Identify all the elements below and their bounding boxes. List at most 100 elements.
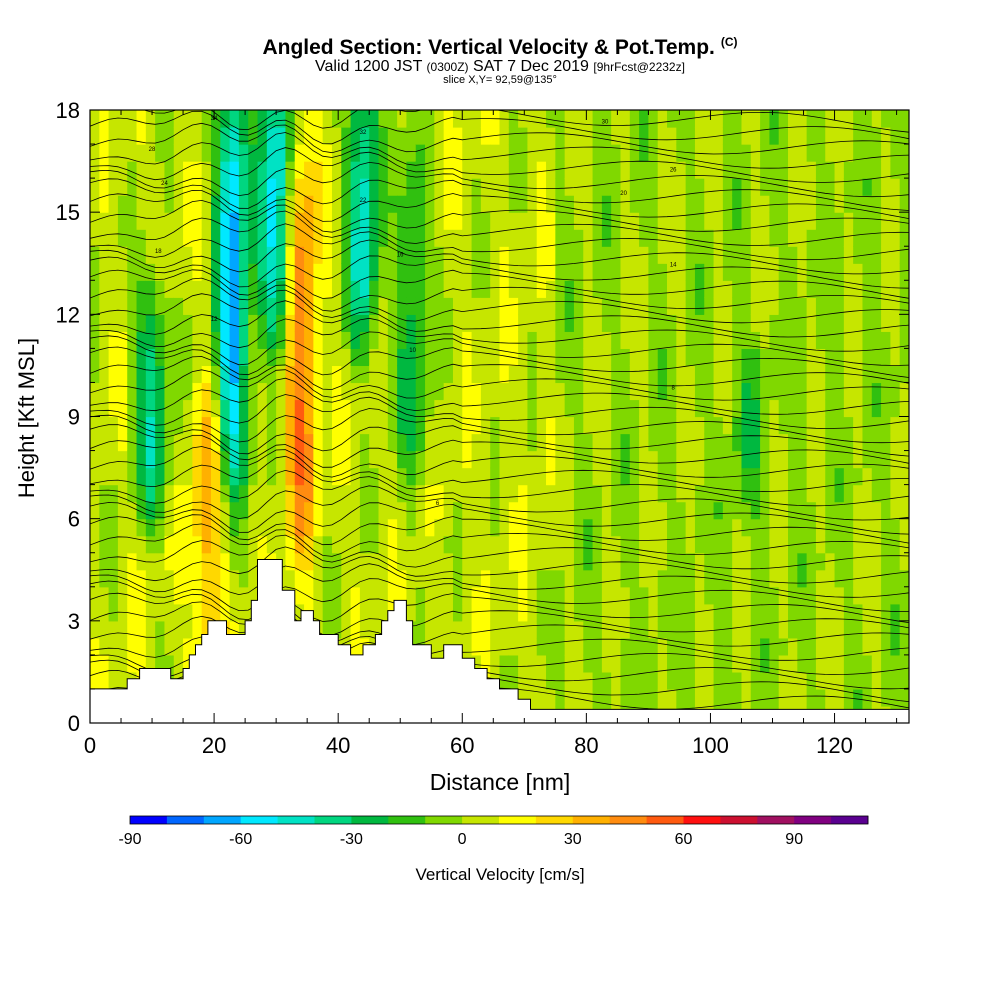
velocity-cell [415, 620, 426, 639]
velocity-cell [192, 433, 203, 452]
velocity-cell [415, 467, 426, 486]
velocity-cell [173, 280, 184, 298]
velocity-cell [555, 450, 566, 469]
velocity-cell [369, 314, 380, 332]
velocity-cell [257, 467, 268, 486]
velocity-cell [294, 603, 305, 622]
velocity-cell [732, 518, 743, 537]
velocity-cell [285, 195, 296, 213]
velocity-cell [722, 246, 733, 264]
velocity-cell [248, 229, 259, 247]
velocity-cell [881, 229, 891, 247]
velocity-cell [183, 246, 193, 264]
velocity-cell [890, 637, 901, 656]
velocity-cell [890, 654, 901, 673]
velocity-cell [797, 127, 808, 145]
velocity-cell [704, 535, 715, 554]
velocity-cell [713, 467, 724, 486]
velocity-cell [778, 603, 789, 622]
velocity-cell [108, 348, 119, 367]
isotherm-line [90, 546, 909, 584]
velocity-cell [99, 314, 110, 332]
velocity-cell [890, 365, 901, 384]
velocity-cell [210, 450, 221, 469]
velocity-cell [341, 127, 352, 145]
velocity-cell [629, 127, 640, 145]
colorbar-swatch [572, 816, 611, 824]
velocity-cell [601, 501, 612, 520]
velocity-cell [341, 552, 352, 571]
velocity-cell [657, 450, 668, 469]
velocity-cell [108, 399, 119, 418]
velocity-cell [862, 620, 873, 639]
velocity-cell [99, 178, 110, 196]
velocity-cell [452, 331, 463, 349]
velocity-cell [899, 637, 909, 656]
velocity-cell [90, 603, 100, 622]
velocity-cell [304, 280, 314, 298]
velocity-cell [210, 144, 221, 162]
velocity-cell [341, 110, 352, 128]
velocity-cell [564, 569, 575, 588]
velocity-cell [843, 382, 854, 401]
velocity-cell [694, 365, 705, 384]
velocity-cell [546, 229, 556, 247]
velocity-cell [815, 450, 826, 469]
velocity-cell [750, 416, 761, 435]
velocity-cell [583, 603, 594, 622]
velocity-cell [378, 569, 389, 588]
velocity-cell [518, 229, 529, 247]
velocity-cell [378, 331, 389, 349]
velocity-cell [648, 467, 659, 486]
velocity-cell [518, 127, 529, 145]
velocity-cell [341, 229, 352, 247]
velocity-cell [508, 246, 519, 264]
velocity-cell [145, 518, 156, 537]
colorbar-swatch [425, 816, 463, 824]
velocity-cell [732, 229, 743, 247]
velocity-cell [862, 535, 873, 554]
velocity-cell [657, 399, 668, 418]
velocity-cell [639, 518, 650, 537]
velocity-cell [639, 229, 650, 247]
velocity-cell [806, 280, 817, 298]
velocity-cell [741, 467, 752, 486]
isotherm-line [90, 132, 909, 169]
velocity-cell [490, 399, 501, 418]
velocity-cell [871, 450, 882, 469]
velocity-cell [713, 110, 724, 128]
velocity-cell [518, 297, 529, 315]
velocity-cell [518, 620, 529, 639]
velocity-cell [164, 331, 175, 349]
velocity-cell [266, 382, 277, 401]
velocity-cell [825, 382, 836, 401]
velocity-cell [648, 484, 659, 503]
velocity-cell [331, 161, 342, 179]
velocity-cell [164, 297, 175, 315]
velocity-cell [99, 518, 110, 537]
velocity-cell [201, 246, 212, 264]
velocity-cell [99, 535, 110, 554]
velocity-cell [843, 229, 854, 247]
velocity-cell [788, 331, 798, 349]
velocity-cell [378, 382, 389, 401]
velocity-cell [499, 484, 510, 503]
velocity-cell [434, 195, 445, 213]
velocity-cell [853, 688, 864, 707]
velocity-cell [676, 518, 687, 537]
velocity-cell [648, 518, 659, 537]
velocity-cell [164, 654, 175, 673]
velocity-cell [127, 178, 138, 196]
velocity-cell [508, 263, 519, 281]
velocity-cell [359, 314, 370, 332]
velocity-cell [871, 654, 882, 673]
velocity-cell [164, 399, 175, 418]
velocity-cell [220, 518, 231, 537]
velocity-cell [127, 535, 138, 554]
velocity-cell [694, 399, 705, 418]
velocity-cell [834, 620, 845, 639]
velocity-cell [238, 569, 249, 588]
velocity-cell [611, 280, 622, 298]
velocity-cell [853, 620, 864, 639]
velocity-cell [862, 416, 873, 435]
